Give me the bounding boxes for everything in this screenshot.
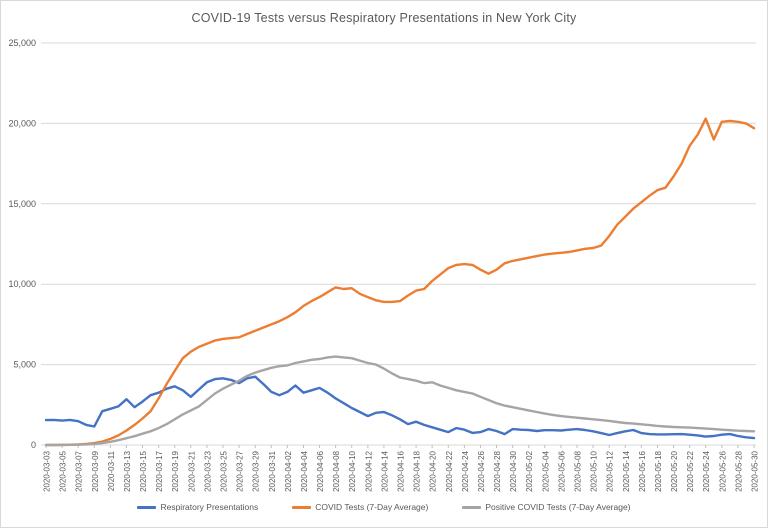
legend: Respiratory Presentations COVID Tests (7…	[1, 502, 767, 512]
y-tick-label: 25,000	[8, 38, 36, 48]
x-tick-label: 2020-04-22	[445, 450, 454, 491]
x-tick-label: 2020-05-28	[734, 450, 743, 491]
legend-label: COVID Tests (7-Day Average)	[315, 502, 429, 512]
x-tick-label: 2020-05-12	[606, 450, 615, 491]
legend-line-swatch-gray	[462, 505, 482, 509]
x-tick-label: 2020-03-17	[155, 450, 164, 491]
chart-title: COVID-19 Tests versus Respiratory Presen…	[191, 11, 577, 25]
x-tick-label: 2020-03-21	[187, 450, 196, 491]
x-tick-label: 2020-05-24	[702, 450, 711, 491]
x-tick-label: 2020-05-14	[622, 450, 631, 491]
series-line-1	[44, 117, 756, 447]
legend-item-respiratory: Respiratory Presentations	[137, 502, 258, 512]
x-tick-label: 2020-03-07	[75, 450, 84, 491]
x-tick-label: 2020-05-16	[638, 450, 647, 491]
x-tick-label: 2020-05-06	[557, 450, 566, 491]
x-tick-label: 2020-04-04	[300, 450, 309, 491]
x-tick-label: 2020-03-15	[139, 450, 148, 491]
legend-line-swatch-orange	[292, 505, 312, 509]
legend-item-covid-tests: COVID Tests (7-Day Average)	[292, 502, 428, 512]
x-tick-label: 2020-03-29	[252, 450, 261, 491]
x-tick-label: 2020-04-18	[413, 450, 422, 491]
x-tick-label: 2020-05-26	[718, 450, 727, 491]
x-tick-label: 2020-05-18	[654, 450, 663, 491]
x-tick-label: 2020-05-02	[525, 450, 534, 491]
x-tick-label: 2020-03-05	[59, 450, 68, 491]
x-tick-label: 2020-04-24	[461, 450, 470, 491]
x-tick-label: 2020-04-28	[493, 450, 502, 491]
x-tick-label: 2020-03-23	[203, 450, 212, 491]
x-tick-label: 2020-03-03	[43, 450, 52, 491]
x-tick-label: 2020-03-27	[236, 450, 245, 491]
x-tick-label: 2020-03-25	[220, 450, 229, 491]
x-tick-label: 2020-03-13	[123, 450, 132, 491]
x-tick-label: 2020-05-22	[686, 450, 695, 491]
x-tick-label: 2020-04-10	[348, 450, 357, 491]
x-tick-label: 2020-05-08	[574, 450, 583, 491]
x-tick-label: 2020-04-02	[284, 450, 293, 491]
y-tick-label: 0	[31, 440, 36, 450]
x-tick-label: 2020-05-04	[541, 450, 550, 491]
x-tick-label: 2020-04-08	[332, 450, 341, 491]
legend-item-positive-tests: Positive COVID Tests (7-Day Average)	[462, 502, 631, 512]
x-tick-label: 2020-04-20	[429, 450, 438, 491]
x-tick-label: 2020-03-31	[268, 450, 277, 491]
legend-line-swatch-blue	[137, 505, 157, 509]
legend-label: Positive COVID Tests (7-Day Average)	[485, 502, 631, 512]
y-tick-label: 15,000	[8, 199, 36, 209]
x-tick-label: 2020-03-09	[91, 450, 100, 491]
y-tick-label: 5,000	[13, 360, 36, 370]
x-tick-label: 2020-03-19	[171, 450, 180, 491]
x-tick-label: 2020-04-06	[316, 450, 325, 491]
series-line-2	[44, 355, 756, 447]
x-tick-label: 2020-04-12	[364, 450, 373, 491]
x-tick-label: 2020-04-26	[477, 450, 486, 491]
y-tick-label: 20,000	[8, 118, 36, 128]
x-tick-label: 2020-04-14	[380, 450, 389, 491]
x-tick-label: 2020-05-10	[590, 450, 599, 491]
legend-label: Respiratory Presentations	[160, 502, 259, 512]
y-tick-label: 10,000	[8, 279, 36, 289]
x-tick-label: 2020-03-11	[107, 450, 116, 491]
x-tick-label: 2020-04-16	[397, 450, 406, 491]
x-tick-label: 2020-04-30	[509, 450, 518, 491]
x-tick-label: 2020-05-30	[751, 450, 760, 491]
x-tick-label: 2020-05-20	[670, 450, 679, 491]
